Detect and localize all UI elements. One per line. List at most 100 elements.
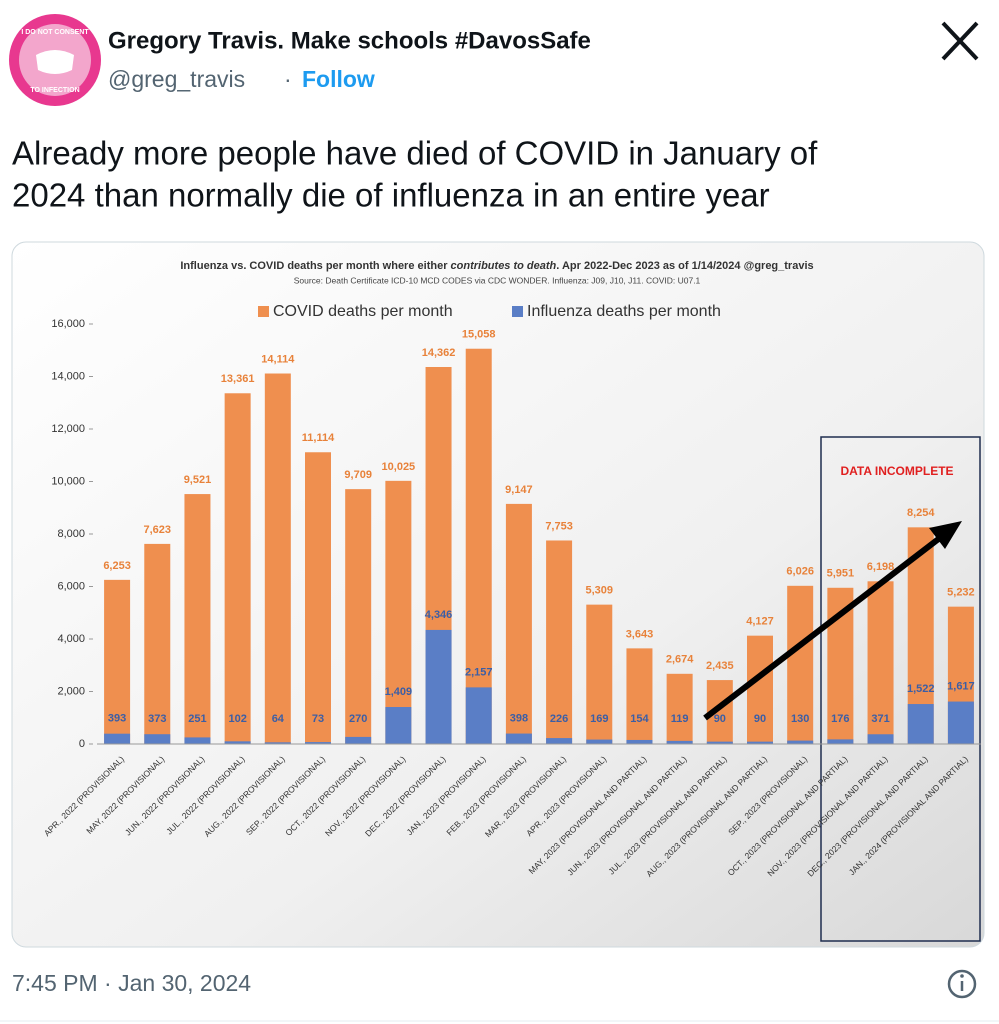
trend-arrow: [703, 521, 962, 721]
data-label: 119: [671, 713, 689, 725]
annotation: DATA INCOMPLETE: [840, 464, 953, 478]
bar: [505, 733, 532, 744]
incomplete-box: [820, 436, 981, 942]
avatar-text: I DO NOT CONSENT: [21, 29, 89, 36]
data-label: 14,362: [422, 347, 456, 359]
avatar-mask: [36, 50, 74, 74]
bar: [666, 673, 693, 744]
data-label: 169: [590, 713, 608, 725]
avatar-text: TO INFECTION: [30, 87, 79, 94]
bar: [305, 742, 331, 744]
bar: [264, 373, 291, 744]
data-label: 251: [188, 713, 206, 725]
bar: [747, 635, 773, 744]
bar: [626, 648, 653, 744]
bar: [867, 734, 894, 744]
data-label: 373: [148, 713, 166, 725]
bar: [827, 739, 854, 744]
data-label: 393: [108, 713, 126, 725]
data-label: 398: [510, 712, 528, 724]
follow-button[interactable]: Follow: [302, 66, 375, 92]
data-label: 4,346: [425, 609, 453, 621]
data-label: 2,674: [666, 654, 694, 666]
data-label: 73: [312, 713, 324, 725]
bar: [465, 348, 492, 744]
bar: [385, 480, 412, 744]
y-tick-label: 14,000: [51, 370, 85, 382]
title-part: contributes to death: [451, 260, 557, 272]
bar: [586, 604, 613, 744]
data-label: 1,409: [385, 686, 413, 698]
data-label: 90: [754, 713, 766, 725]
bar: [305, 452, 331, 744]
bar: [385, 707, 412, 744]
data-label: 6,026: [786, 566, 814, 578]
data-label: 90: [714, 713, 726, 725]
title-part: . Apr 2022-Dec 2023 as of 1/14/2024 @gre…: [556, 260, 813, 272]
legend-label: Influenza deaths per month: [527, 303, 721, 320]
data-label: 9,147: [505, 484, 533, 496]
data-label: 154: [630, 713, 649, 725]
data-label: 13,361: [221, 373, 255, 385]
bar: [747, 741, 773, 744]
bar: [706, 741, 733, 744]
info-icon[interactable]: [947, 969, 977, 999]
separator: ·: [284, 66, 292, 92]
author-name[interactable]: Gregory Travis. Make schools #DavosSafe: [108, 27, 591, 54]
bar: [546, 540, 573, 744]
bar: [425, 629, 452, 744]
data-label: 11,114: [302, 432, 335, 444]
bar: [586, 739, 613, 744]
tweet-text: 2024 than normally die of influenza in a…: [12, 177, 770, 214]
data-label: 2,435: [706, 660, 734, 672]
bar: [104, 733, 131, 744]
bar: [345, 736, 372, 744]
data-label: 130: [791, 713, 809, 725]
data-label: 64: [272, 713, 285, 725]
data-label: 5,309: [586, 585, 614, 597]
data-label: 371: [871, 713, 889, 725]
bar: [666, 740, 693, 744]
data-label: 8,254: [907, 507, 935, 519]
bar: [264, 742, 291, 744]
bar: [947, 701, 974, 744]
data-label: 9,709: [344, 469, 372, 481]
data-label: 6,198: [867, 561, 895, 573]
bar: [144, 734, 171, 744]
data-label: 102: [228, 713, 246, 725]
chart-subtitle: Source: Death Certificate ICD-10 MCD COD…: [294, 275, 701, 285]
chart-image[interactable]: [11, 241, 985, 948]
bar: [626, 739, 653, 744]
data-label: 1,617: [947, 680, 975, 692]
data-label: 2,157: [465, 666, 493, 678]
handle[interactable]: @greg_travis: [108, 66, 245, 92]
bar: [505, 503, 532, 744]
bar: [144, 543, 171, 744]
data-label: 9,521: [184, 474, 212, 486]
y-tick-label: 10,000: [51, 475, 85, 487]
bar: [787, 740, 814, 744]
y-tick-label: 12,000: [51, 423, 85, 435]
data-label: 15,058: [462, 329, 496, 341]
bar: [546, 738, 573, 744]
data-label: 5,951: [827, 568, 855, 580]
legend-label: COVID deaths per month: [273, 303, 453, 320]
bar: [224, 393, 251, 744]
data-label: 1,522: [907, 683, 935, 695]
y-tick-label: 4,000: [57, 633, 85, 645]
data-label: 226: [550, 713, 568, 725]
timestamp[interactable]: 7:45 PM · Jan 30, 2024: [12, 970, 251, 996]
title-part: Influenza vs. COVID deaths per month whe…: [180, 260, 450, 272]
tweet-text: Already more people have died of COVID i…: [12, 135, 818, 172]
data-label: 7,623: [144, 524, 172, 536]
bar: [465, 687, 492, 744]
bar: [104, 579, 131, 744]
x-logo[interactable]: [941, 21, 979, 61]
data-label: 176: [831, 713, 849, 725]
bar: [184, 494, 211, 744]
bar: [867, 581, 894, 744]
data-label: 5,232: [947, 587, 975, 599]
bar: [345, 489, 372, 744]
